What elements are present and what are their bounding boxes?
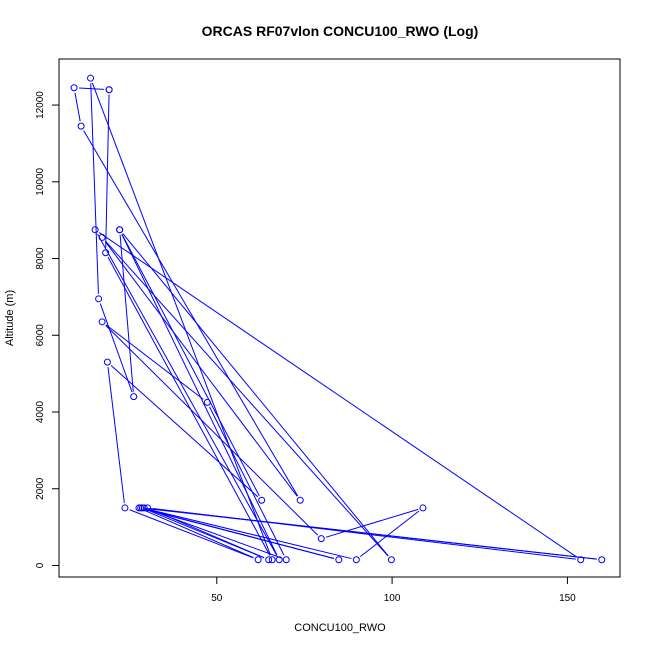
x-tick-label: 100: [384, 593, 401, 604]
x-tick-label: 150: [559, 593, 576, 604]
data-point: [419, 504, 427, 512]
data-point: [98, 233, 106, 241]
series-segment: [143, 509, 254, 559]
data-point: [317, 535, 325, 543]
data-point: [144, 504, 152, 512]
series-group: [70, 74, 606, 564]
series-segment: [143, 508, 335, 559]
data-point: [296, 496, 304, 504]
plot-frame: [58, 58, 621, 578]
data-point: [105, 86, 113, 94]
data-point: [116, 226, 124, 234]
data-point: [577, 556, 585, 564]
data-point: [265, 556, 273, 564]
data-point: [352, 556, 360, 564]
data-point: [598, 556, 606, 564]
series-segment: [129, 509, 254, 559]
series-segment: [99, 303, 133, 393]
y-tick-label: 2000: [35, 477, 46, 500]
data-point: [87, 74, 95, 82]
data-point: [275, 556, 283, 564]
y-tick-label: 0: [35, 562, 46, 568]
y-tick-label: 4000: [35, 400, 46, 423]
series-segment: [325, 508, 419, 538]
series-segment: [79, 87, 105, 90]
series-segment: [148, 509, 282, 559]
data-point: [102, 249, 110, 257]
data-point: [135, 504, 143, 512]
series-segment: [359, 510, 420, 558]
data-point: [103, 358, 111, 366]
x-axis-label: CONCU100_RWO: [294, 622, 386, 634]
series-segment: [122, 233, 389, 557]
series-segment: [107, 367, 125, 504]
data-point: [335, 556, 343, 564]
data-point: [95, 295, 103, 303]
chart-title: ORCAS RF07vlon CONCU100_RWO (Log): [202, 23, 479, 39]
series-segment: [119, 234, 134, 392]
series-segment: [121, 233, 260, 497]
series-segment: [110, 365, 259, 498]
y-axis: 0 2000 4000 6000 8000 10000 12000: [35, 91, 60, 568]
data-point: [91, 226, 99, 234]
series-segment: [74, 92, 81, 122]
series-segment: [105, 324, 319, 536]
series-segment: [145, 507, 597, 560]
data-point: [130, 393, 138, 401]
x-tick-label: 50: [211, 593, 223, 604]
y-tick-label: 6000: [35, 324, 46, 347]
data-point: [140, 504, 148, 512]
series-segment: [105, 240, 389, 557]
data-point: [282, 556, 290, 564]
data-point: [387, 556, 395, 564]
y-tick-label: 10000: [35, 167, 46, 195]
x-axis: 50 100 150: [211, 576, 576, 604]
y-axis-label: Altitude (m): [4, 290, 16, 346]
series-segment: [105, 324, 204, 400]
series-segment: [98, 232, 577, 558]
data-point: [203, 398, 211, 406]
data-point: [121, 504, 129, 512]
series-segment: [209, 406, 285, 556]
y-tick-label: 8000: [35, 247, 46, 270]
y-tick-label: 12000: [35, 91, 46, 119]
series-segment: [146, 509, 265, 559]
data-point: [77, 122, 85, 130]
series-segment: [90, 83, 99, 294]
series-segment: [83, 130, 299, 497]
series-segment: [104, 241, 298, 497]
data-point: [268, 556, 276, 564]
series-segment: [97, 233, 278, 556]
data-point: [98, 318, 106, 326]
data-point: [254, 556, 262, 564]
series-segment: [147, 508, 352, 560]
series-segment: [91, 82, 271, 556]
data-point: [258, 496, 266, 504]
series-segment: [107, 256, 271, 556]
data-point: [70, 84, 78, 92]
